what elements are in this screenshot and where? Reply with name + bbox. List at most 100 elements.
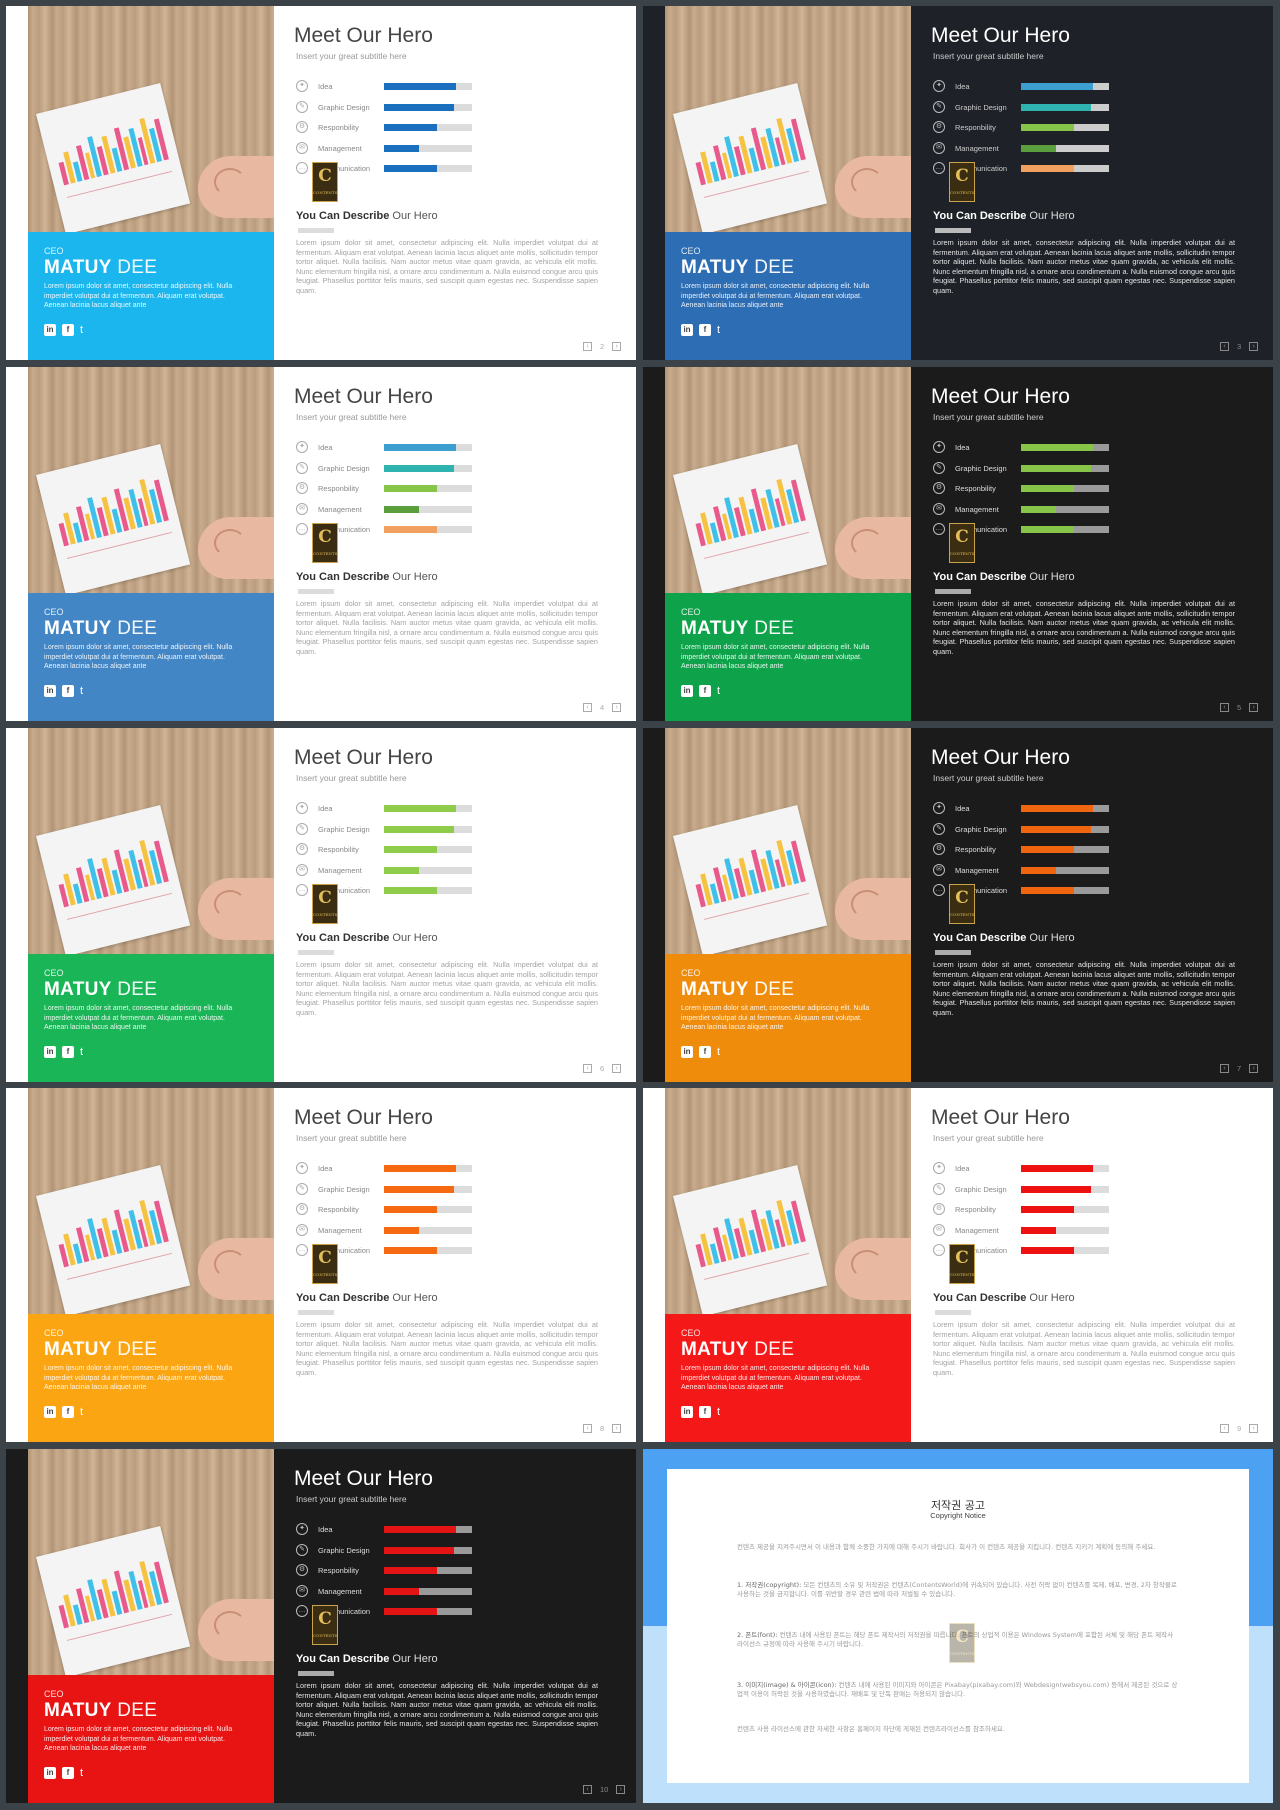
skill-icon: … xyxy=(296,1244,308,1256)
skill-bar-fill xyxy=(1021,165,1074,172)
linkedin-icon[interactable]: in xyxy=(681,1046,693,1058)
fist-image xyxy=(198,878,274,940)
next-page-button[interactable]: › xyxy=(1249,342,1259,351)
skill-row: ✦ Idea xyxy=(933,80,1253,101)
skill-icon: ⚙ xyxy=(296,482,308,494)
skill-bar-track xyxy=(1021,1185,1109,1193)
facebook-icon[interactable]: f xyxy=(62,1767,74,1779)
prev-page-button[interactable]: ‹ xyxy=(1220,1064,1229,1073)
skill-bar-track xyxy=(1021,846,1109,853)
linkedin-icon[interactable]: in xyxy=(44,1406,56,1418)
twitter-icon[interactable]: t xyxy=(717,1406,721,1418)
skill-icon: ⚙ xyxy=(296,1203,308,1215)
next-page-button[interactable]: › xyxy=(1249,703,1259,712)
profile-name: MATUY DEE xyxy=(681,618,794,640)
next-page-button[interactable]: › xyxy=(1249,1424,1259,1433)
next-page-button[interactable]: › xyxy=(1249,1064,1259,1073)
next-page-button[interactable]: › xyxy=(616,1785,626,1794)
skill-icon: ✎ xyxy=(296,461,308,474)
facebook-icon[interactable]: f xyxy=(62,324,74,336)
logo-letter: C xyxy=(318,888,332,908)
twitter-icon[interactable]: t xyxy=(80,324,84,336)
linkedin-icon[interactable]: in xyxy=(44,324,56,336)
prev-page-button[interactable]: ‹ xyxy=(1220,703,1229,712)
skill-bar-fill xyxy=(1021,887,1074,894)
logo-text: CONTENTS xyxy=(313,551,338,556)
skill-label: Graphic Design xyxy=(318,824,370,834)
logo-letter: C xyxy=(955,166,969,186)
profile-role: CEO xyxy=(44,246,64,256)
linkedin-icon[interactable]: in xyxy=(44,1046,56,1058)
skill-label: Idea xyxy=(955,804,970,813)
twitter-icon[interactable]: t xyxy=(717,685,721,697)
profile-name: MATUY DEE xyxy=(44,1339,157,1361)
pagination: ‹ 9 › xyxy=(1220,1424,1259,1433)
twitter-icon[interactable]: t xyxy=(717,324,721,336)
skill-bar-track xyxy=(1021,805,1109,812)
pagination: ‹ 7 › xyxy=(1220,1064,1259,1073)
skill-bar-track xyxy=(1021,464,1109,472)
prev-page-button[interactable]: ‹ xyxy=(583,1785,592,1794)
facebook-icon[interactable]: f xyxy=(699,1046,711,1058)
next-page-button[interactable]: › xyxy=(612,1064,622,1073)
profile-card: CEO MATUY DEE Lorem ipsum dolor sit amet, … xyxy=(28,593,274,721)
prev-page-button[interactable]: ‹ xyxy=(583,1064,592,1073)
hero-photo xyxy=(28,1088,274,1317)
prev-page-button[interactable]: ‹ xyxy=(1220,342,1229,351)
facebook-icon[interactable]: f xyxy=(62,685,74,697)
prev-page-button[interactable]: ‹ xyxy=(583,703,592,712)
next-page-button[interactable]: › xyxy=(612,342,622,351)
skill-bar-track xyxy=(384,1546,472,1554)
facebook-icon[interactable]: f xyxy=(699,1406,711,1418)
twitter-icon[interactable]: t xyxy=(80,1046,84,1058)
facebook-icon[interactable]: f xyxy=(62,1406,74,1418)
skill-label: Communication xyxy=(955,525,1008,534)
skill-bar-fill xyxy=(384,866,420,874)
skill-row: ✎ Graphic Design xyxy=(933,100,1253,122)
slide-title: Meet Our Hero xyxy=(294,1106,433,1129)
describe-light: Our Hero xyxy=(392,1292,438,1304)
skill-row: … Communication xyxy=(933,1244,1253,1265)
linkedin-icon[interactable]: in xyxy=(44,685,56,697)
skill-label: Graphic Design xyxy=(318,102,370,112)
copyright-notice-slide: 저작권 공고 Copyright Notice 컨텐츠 제공을 지켜주시면서 이 내… xyxy=(643,1449,1273,1803)
skill-row: … Communication xyxy=(296,1244,616,1265)
skill-bar-fill xyxy=(384,505,420,513)
twitter-icon[interactable]: t xyxy=(80,1767,84,1779)
facebook-icon[interactable]: f xyxy=(699,324,711,336)
linkedin-icon[interactable]: in xyxy=(681,324,693,336)
next-page-button[interactable]: › xyxy=(612,703,622,712)
skill-label: Idea xyxy=(318,1525,333,1534)
prev-page-button[interactable]: ‹ xyxy=(583,342,592,351)
hero-photo xyxy=(28,6,274,235)
describe-heading: You Can Describe Our Hero xyxy=(296,1653,438,1665)
skill-bar-track xyxy=(1021,144,1109,152)
profile-card: CEO MATUY DEE Lorem ipsum dolor sit amet, … xyxy=(665,232,911,360)
paper-bar-chart xyxy=(50,1546,169,1629)
twitter-icon[interactable]: t xyxy=(80,1406,84,1418)
facebook-icon[interactable]: f xyxy=(62,1046,74,1058)
profile-name: MATUY DEE xyxy=(44,1700,157,1722)
next-page-button[interactable]: › xyxy=(612,1424,622,1433)
slide-title: Meet Our Hero xyxy=(294,746,433,769)
slide-subtitle: Insert your great subtitle here xyxy=(296,51,407,61)
fist-image xyxy=(835,1238,911,1300)
notice-paragraph: 컨텐츠 제공을 지켜주시면서 이 내용과 함께 소중한 가치에 대해 주시기 바… xyxy=(737,1543,1179,1552)
slide-title: Meet Our Hero xyxy=(931,385,1070,408)
describe-bold: You Can Describe xyxy=(296,210,390,222)
notice-paragraph: 3. 이미지(image) & 아이콘(icon): 컨텐츠 내에 사용된 이미… xyxy=(737,1681,1179,1699)
linkedin-icon[interactable]: in xyxy=(44,1767,56,1779)
skill-label: Communication xyxy=(955,1246,1008,1255)
chart-paper-image xyxy=(36,1526,191,1678)
chart-paper-image xyxy=(673,805,828,957)
skill-row: ⚙ Responbility xyxy=(933,843,1253,864)
twitter-icon[interactable]: t xyxy=(717,1046,721,1058)
facebook-icon[interactable]: f xyxy=(699,685,711,697)
linkedin-icon[interactable]: in xyxy=(681,1406,693,1418)
linkedin-icon[interactable]: in xyxy=(681,685,693,697)
skill-row: ✉ Management xyxy=(933,863,1253,885)
prev-page-button[interactable]: ‹ xyxy=(583,1424,592,1433)
prev-page-button[interactable]: ‹ xyxy=(1220,1424,1229,1433)
twitter-icon[interactable]: t xyxy=(80,685,84,697)
describe-underline xyxy=(935,228,971,233)
